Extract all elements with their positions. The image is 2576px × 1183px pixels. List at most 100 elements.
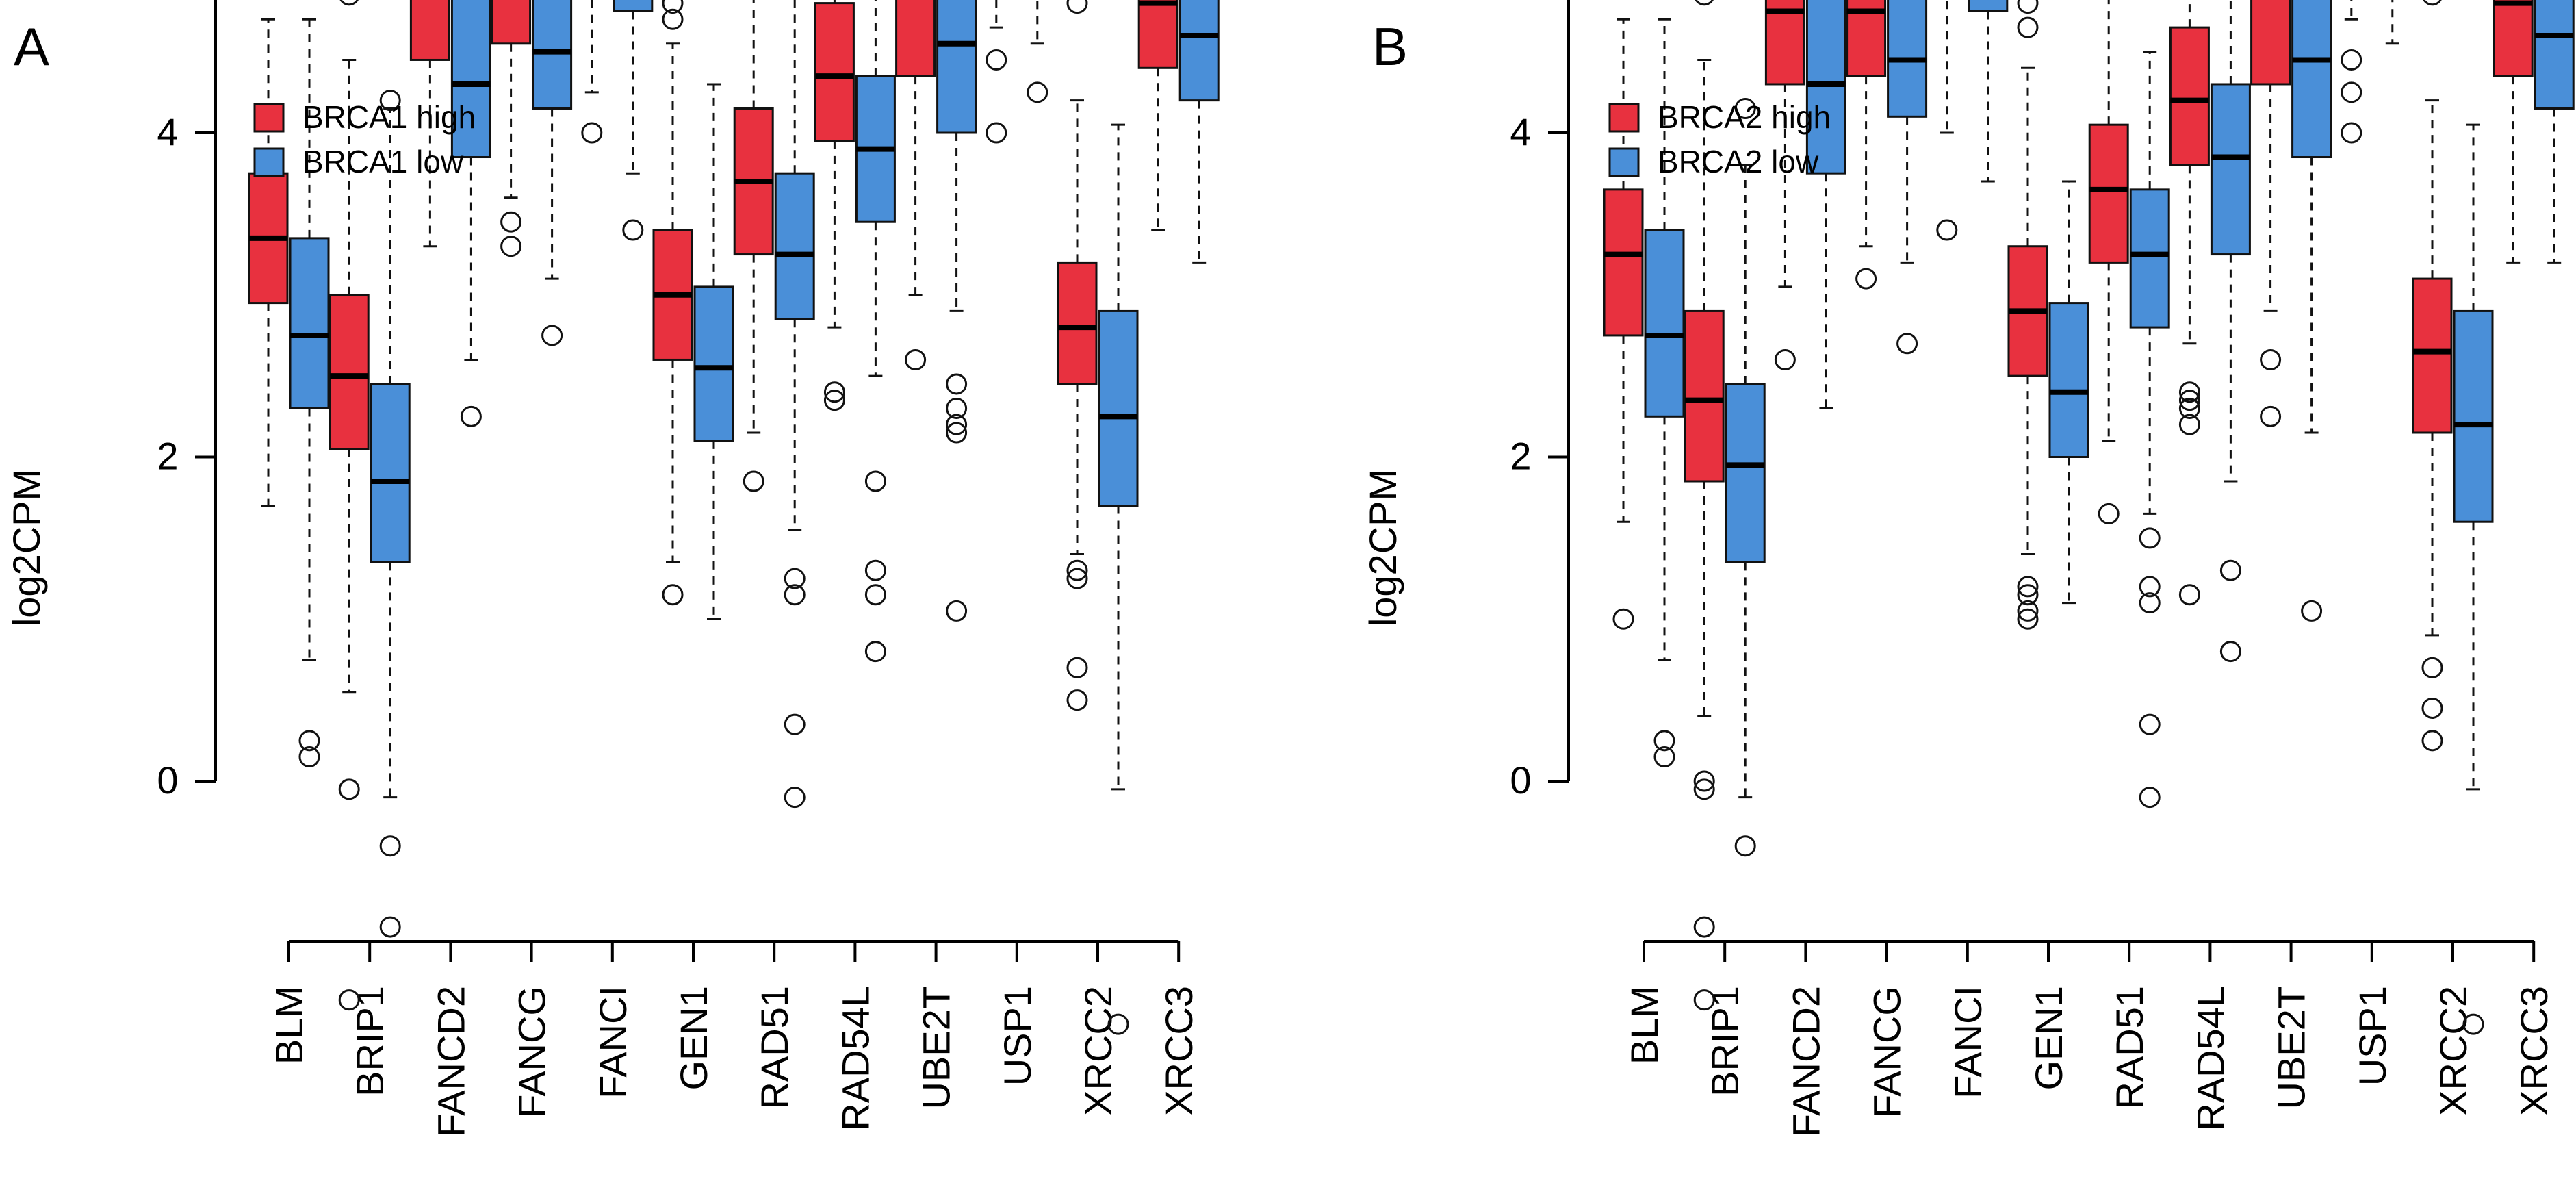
box-high-xrcc2 bbox=[2412, 277, 2453, 434]
outlier-high-blm-1 bbox=[1612, 608, 1634, 630]
legend-swatch-high bbox=[1608, 103, 1640, 133]
box-low-gen1 bbox=[2048, 302, 2089, 458]
outlier-low-rad51-1 bbox=[784, 568, 806, 589]
outlier-low-ube2t-0 bbox=[2301, 600, 2323, 622]
box-high-xrcc3 bbox=[2493, 0, 2534, 77]
legend-swatch-low bbox=[253, 147, 285, 177]
outlier-low-ube2t-1 bbox=[946, 373, 968, 395]
x-tick-label-ube2t: UBE2T bbox=[2270, 986, 2313, 1110]
outlier-low-brip1-0 bbox=[379, 90, 401, 112]
x-tick-label-xrcc2: XRCC2 bbox=[2432, 986, 2475, 1116]
outlier-high-xrcc2-1 bbox=[2423, 0, 2442, 6]
outlier-low-ube2t-3 bbox=[946, 414, 968, 435]
x-tick-label-xrcc3: XRCC3 bbox=[1157, 986, 1200, 1116]
outlier-low-rad54l-5 bbox=[864, 584, 886, 606]
box-high-xrcc2 bbox=[1057, 261, 1098, 385]
outlier-low-rad51-2 bbox=[2139, 576, 2161, 598]
outlier-high-rad51-1 bbox=[2098, 503, 2120, 524]
outlier-low-brip1-0 bbox=[1734, 97, 1756, 119]
outlier-low-usp1-0 bbox=[1027, 81, 1048, 103]
outlier-low-brip1-1 bbox=[1734, 835, 1756, 857]
panel-label: B bbox=[1372, 16, 1408, 77]
outlier-high-rad51-1 bbox=[743, 470, 764, 492]
x-tick-label-rad51: RAD51 bbox=[2108, 986, 2151, 1110]
outlier-high-brip1-3 bbox=[1693, 778, 1715, 800]
legend-swatch-high bbox=[253, 103, 285, 133]
outlier-high-usp1-6 bbox=[2341, 122, 2362, 144]
outlier-low-rad54l-6 bbox=[864, 641, 886, 663]
box-high-blm bbox=[1603, 188, 1644, 337]
outlier-high-rad54l-0 bbox=[823, 381, 845, 403]
x-tick-label-brip1: BRIP1 bbox=[348, 986, 391, 1097]
x-tick-label-gen1: GEN1 bbox=[2027, 986, 2070, 1091]
outlier-high-xrcc2-5 bbox=[1066, 689, 1088, 711]
y-tick-label-0: 0 bbox=[157, 759, 178, 802]
box-low-xrcc2 bbox=[1098, 309, 1139, 507]
outlier-low-rad51-2 bbox=[784, 584, 806, 606]
box-high-ube2t bbox=[2250, 0, 2291, 86]
box-low-rad54l bbox=[2210, 83, 2251, 256]
outlier-high-xrcc2-2 bbox=[1066, 559, 1088, 581]
outlier-high-gen1-2 bbox=[2017, 576, 2039, 598]
x-tick-label-fancd2: FANCD2 bbox=[1784, 986, 1827, 1137]
outlier-low-rad51-3 bbox=[784, 713, 806, 735]
outlier-high-brip1-1 bbox=[1695, 0, 1714, 6]
outlier-low-fancg-1 bbox=[1896, 333, 1918, 355]
outlier-low-ube2t-4 bbox=[946, 422, 968, 444]
outlier-high-rad54l-1 bbox=[2178, 390, 2200, 411]
box-high-rad54l bbox=[2169, 26, 2210, 166]
outlier-high-gen1-3 bbox=[2017, 584, 2039, 606]
outlier-high-gen1-1 bbox=[2017, 16, 2039, 38]
outlier-high-ube2t-2 bbox=[905, 348, 927, 370]
outlier-low-rad54l-3 bbox=[864, 470, 886, 492]
box-low-blm bbox=[289, 237, 330, 409]
outlier-high-brip1-3 bbox=[338, 989, 360, 1011]
outlier-high-xrcc2-3 bbox=[1066, 568, 1088, 589]
x-tick-label-xrcc3: XRCC3 bbox=[2512, 986, 2555, 1116]
outlier-high-fanci-3 bbox=[581, 122, 603, 144]
outlier-low-ube2t-5 bbox=[946, 600, 968, 622]
outlier-high-rad54l-1 bbox=[823, 390, 845, 411]
outlier-high-gen1-0 bbox=[2017, 0, 2039, 14]
outlier-low-rad54l-4 bbox=[864, 559, 886, 581]
outlier-low-xrcc2-0 bbox=[2462, 1013, 2484, 1035]
outlier-high-fanci-3 bbox=[1936, 219, 1958, 241]
panel-a: A02468log2CPMBLMBRIP1FANCD2FANCGFANCIGEN… bbox=[5, 0, 1220, 1137]
x-tick-label-rad51: RAD51 bbox=[753, 986, 796, 1110]
y-tick-label-2: 2 bbox=[1510, 435, 1531, 478]
outlier-high-rad54l-2 bbox=[2178, 397, 2200, 419]
outlier-high-gen1-0 bbox=[662, 0, 684, 14]
outlier-high-ube2t-2 bbox=[2260, 348, 2282, 370]
box-low-xrcc2 bbox=[2453, 309, 2494, 523]
outlier-high-gen1-5 bbox=[2017, 608, 2039, 630]
outlier-high-xrcc2-1 bbox=[1066, 0, 1088, 14]
box-low-gen1 bbox=[693, 285, 734, 442]
outlier-high-usp1-4 bbox=[2341, 49, 2362, 71]
x-tick-label-blm: BLM bbox=[1623, 986, 1666, 1065]
outlier-high-gen1-1 bbox=[662, 8, 684, 30]
x-tick-label-brip1: BRIP1 bbox=[1703, 986, 1747, 1097]
outlier-high-brip1-2 bbox=[1693, 770, 1715, 792]
box-low-rad51 bbox=[774, 172, 815, 320]
outlier-high-brip1-1 bbox=[339, 0, 359, 6]
box-low-ube2t bbox=[2291, 0, 2332, 159]
outlier-high-gen1-2 bbox=[662, 584, 684, 606]
outlier-high-rad54l-4 bbox=[2178, 584, 2200, 606]
outlier-low-rad51-5 bbox=[2139, 787, 2161, 809]
legend-label-low: BRCA1 low bbox=[302, 144, 464, 179]
outlier-high-usp1-3 bbox=[986, 122, 1007, 144]
outlier-high-brip1-2 bbox=[338, 778, 360, 800]
x-tick-label-gen1: GEN1 bbox=[672, 986, 715, 1091]
x-tick-label-xrcc2: XRCC2 bbox=[1077, 986, 1120, 1116]
x-tick-label-fancd2: FANCD2 bbox=[429, 986, 472, 1137]
outlier-low-fancg-2 bbox=[541, 325, 563, 346]
x-tick-label-rad54l: RAD54L bbox=[2189, 986, 2232, 1131]
box-high-brip1 bbox=[329, 294, 370, 450]
y-tick-label-0: 0 bbox=[1510, 759, 1531, 802]
outlier-high-fancg-0 bbox=[1855, 268, 1877, 290]
outlier-high-xrcc2-4 bbox=[2421, 730, 2443, 752]
box-low-xrcc3 bbox=[1178, 0, 1220, 102]
box-high-brip1 bbox=[1684, 309, 1725, 483]
outlier-high-usp1-5 bbox=[2341, 81, 2362, 103]
